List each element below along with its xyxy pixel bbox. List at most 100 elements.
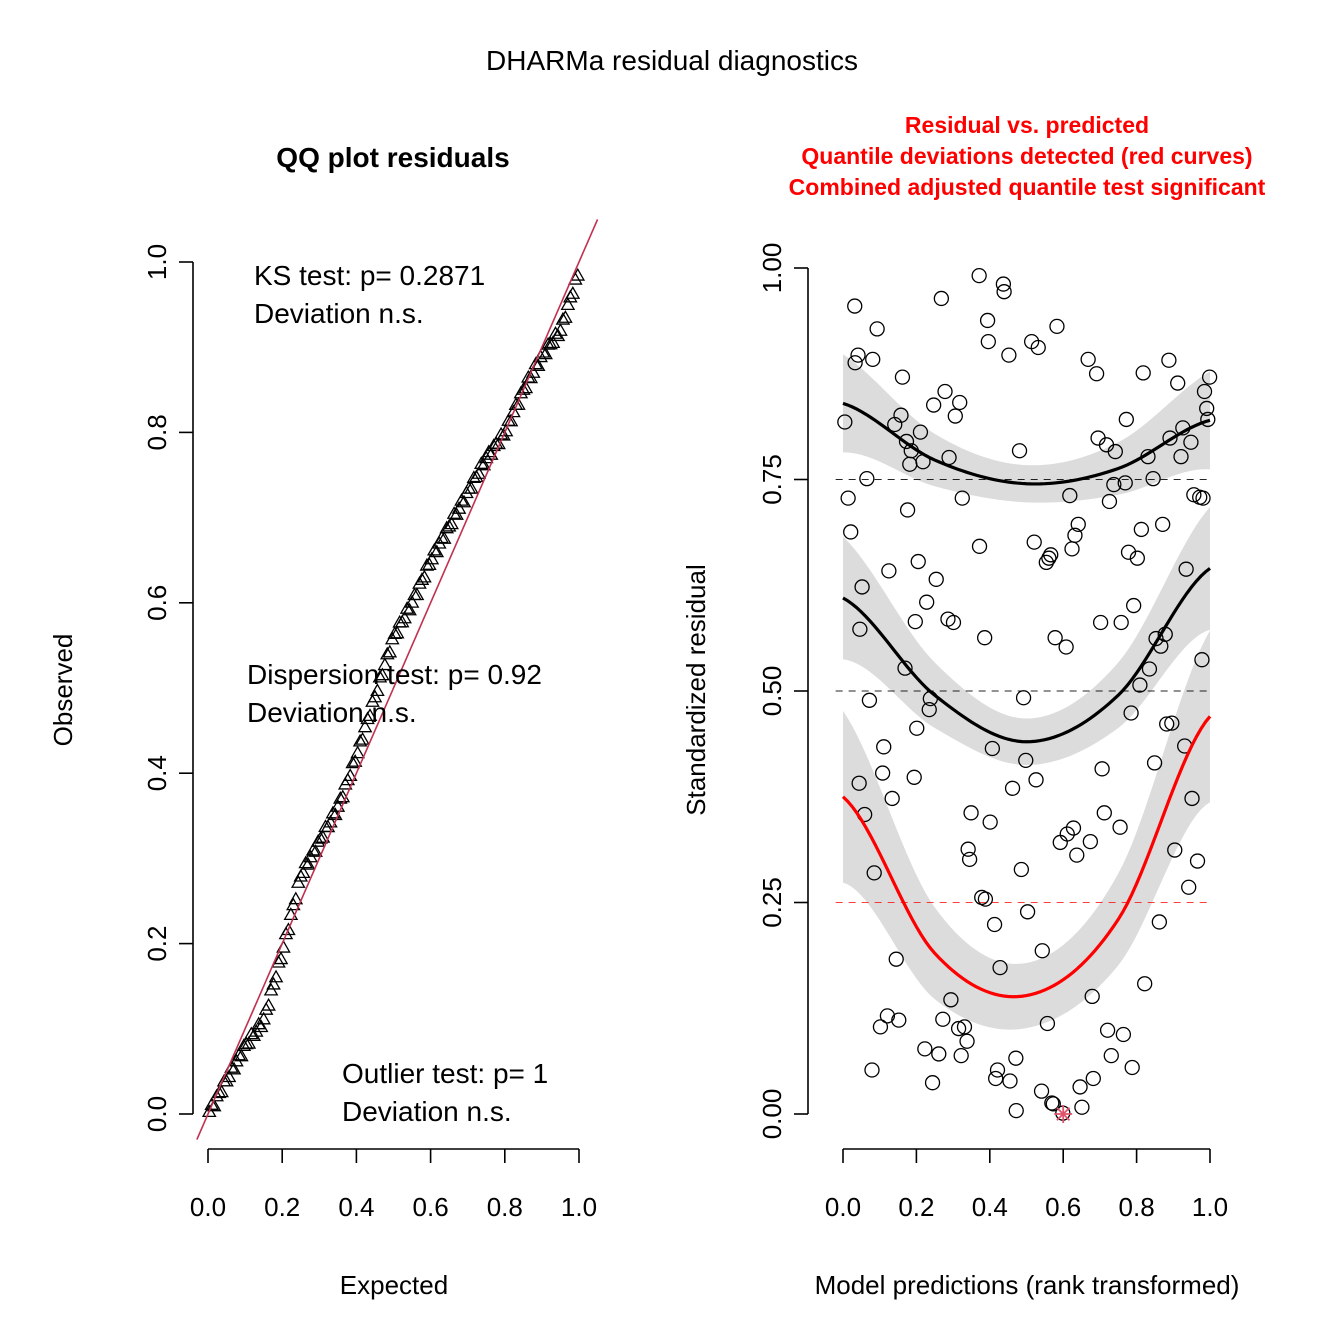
qq-point [503, 413, 519, 427]
qq-x-tick-label: 0.0 [190, 1192, 226, 1222]
qq-point [545, 335, 561, 348]
qq-x-tick-label: 1.0 [561, 1192, 597, 1222]
residual-point [1085, 1070, 1101, 1087]
qq-point [434, 530, 450, 544]
qq-point [241, 1035, 257, 1049]
residual-point [1092, 614, 1109, 631]
qq-point [266, 976, 281, 990]
residual-point [1201, 369, 1218, 385]
residual-point [1184, 790, 1200, 807]
qq-point [355, 731, 370, 745]
residual-point [979, 312, 996, 329]
residual-point [864, 1062, 880, 1078]
residual-point [907, 613, 923, 630]
qq-y-tick-label: 0.0 [142, 1096, 172, 1132]
qq-x-tick-label: 0.4 [338, 1192, 374, 1222]
qq-point [315, 829, 331, 843]
qq-point [281, 922, 296, 936]
qq-point [248, 1023, 264, 1037]
residual-y-axis: 0.00 0.25 0.50 0.75 1.00 [757, 243, 809, 1139]
ks-deviation-text: Deviation n.s. [254, 298, 424, 329]
residual-point [977, 891, 994, 907]
qq-y-label: Observed [48, 634, 78, 747]
qq-point [483, 447, 499, 460]
residual-point [851, 775, 867, 791]
residual-point [1118, 411, 1134, 428]
qq-point [333, 790, 348, 804]
outlier-marker [1054, 1105, 1073, 1123]
residual-point [1199, 400, 1215, 417]
residual-point [909, 720, 925, 736]
residual-point [1112, 819, 1128, 835]
qq-point [268, 969, 284, 983]
residual-point [943, 992, 959, 1008]
residual-point [840, 490, 856, 506]
residual-point [989, 1062, 1006, 1078]
residual-point [910, 553, 926, 570]
residual-point [945, 614, 962, 631]
qq-x-axis: 0.0 0.2 0.4 0.6 0.8 1.0 [190, 1148, 597, 1222]
residual-point [995, 276, 1012, 292]
qq-point [389, 625, 405, 639]
qq-point [226, 1061, 242, 1075]
residual-point [1164, 715, 1180, 731]
residual-point [1047, 630, 1063, 646]
residual-point [1030, 339, 1046, 356]
residual-point [898, 433, 915, 450]
residual-point [1082, 833, 1099, 850]
residual-point [1167, 842, 1183, 858]
residual-point [888, 951, 904, 967]
residual-x-tick-label: 1.0 [1192, 1192, 1228, 1222]
qq-point [429, 544, 445, 558]
qq-point [253, 1019, 269, 1033]
qq-point [471, 466, 487, 479]
qq-point [305, 842, 321, 856]
residual-point [1004, 780, 1021, 796]
residual-point [986, 916, 1003, 933]
qq-point [516, 382, 531, 395]
residual-point [866, 865, 882, 881]
qq-point [565, 286, 581, 299]
residual-point [1001, 347, 1017, 363]
qq-point [357, 719, 373, 733]
residual-point [1146, 755, 1163, 771]
residual-point [1161, 352, 1177, 368]
qq-point [498, 423, 514, 437]
residual-point [1059, 826, 1075, 842]
residual-point [1088, 366, 1105, 382]
residual-point [1041, 550, 1057, 566]
residual-point [1084, 988, 1100, 1005]
residual-point [1173, 449, 1189, 465]
residual-point [1195, 490, 1211, 506]
residual-point [1129, 550, 1145, 566]
residual-point [861, 692, 878, 708]
residual-point [1117, 475, 1133, 491]
residual-point [1094, 761, 1110, 777]
residual-point [977, 630, 993, 646]
qq-point [456, 494, 472, 508]
qq-point [548, 326, 563, 339]
residual-point [1106, 476, 1122, 493]
quantile-curve-0.5 [842, 567, 1211, 744]
residual-point [1038, 554, 1054, 571]
residual-point [959, 1033, 975, 1049]
residual-point [906, 769, 922, 785]
qq-point [439, 520, 454, 534]
residual-point [1074, 1099, 1090, 1115]
qq-panel: QQ plot residuals 0.0 0.2 0.4 0.6 0.8 1.0 0.0… [48, 142, 599, 1300]
qq-reference-line [196, 219, 599, 1140]
qq-point [300, 856, 316, 870]
qq-point [211, 1085, 227, 1099]
dispersion-deviation-text: Deviation n.s. [247, 697, 417, 728]
qq-point [486, 438, 501, 452]
residual-point [1058, 639, 1074, 655]
residual-point [1120, 544, 1137, 560]
residual-x-label: Model predictions (rank transformed) [815, 1270, 1240, 1300]
qq-point [313, 830, 328, 844]
qq-point [570, 267, 586, 281]
residual-point [1181, 879, 1197, 895]
residual-points [837, 267, 1218, 1121]
residual-point [1080, 351, 1096, 368]
residual-y-tick-label: 0.75 [757, 454, 787, 505]
residual-point [1019, 904, 1036, 920]
